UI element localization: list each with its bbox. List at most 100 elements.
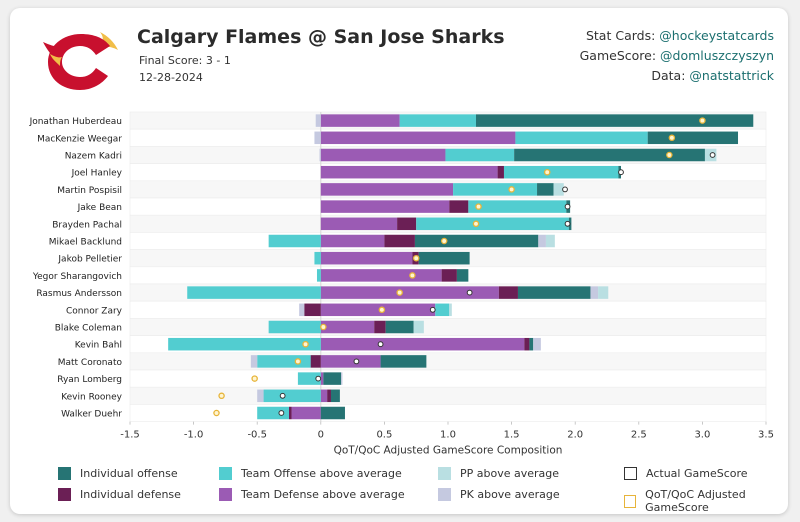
actual-gamescore-marker <box>564 203 571 210</box>
legend-swatch <box>438 467 451 480</box>
player-name-label: Kevin Rooney <box>61 392 122 402</box>
flame-c-mark <box>43 32 118 90</box>
bar-segment-individual-offense <box>537 183 554 196</box>
actual-gamescore-marker <box>564 220 571 227</box>
player-name-label: Connor Zary <box>66 306 123 316</box>
bar-segment-pk <box>533 337 541 351</box>
bar-segment-individual-defense <box>441 269 457 282</box>
chart-title: Calgary Flames @ San Jose Sharks <box>137 26 505 48</box>
legend-item-pp: PP above average <box>438 467 559 480</box>
legend-item-adjusted: QoT/QoC Adjusted GameScore <box>624 488 800 514</box>
bar-segment-individual-offense <box>323 372 342 385</box>
legend-swatch <box>58 488 71 501</box>
bar-segment-pk <box>590 286 599 299</box>
row-band <box>129 318 767 336</box>
legend-item-team-offense: Team Offense above average <box>219 467 402 480</box>
legend-swatch <box>219 488 232 501</box>
player-name-label: Jakob Pelletier <box>57 255 122 265</box>
player-name-label: Matt Coronato <box>58 358 123 368</box>
legend-label: QoT/QoC Adjusted GameScore <box>645 488 746 514</box>
player-name-label: Blake Coleman <box>55 324 122 334</box>
bar-segment-individual-defense <box>310 355 321 368</box>
player-name-label: Jonathan Huberdeau <box>29 117 122 127</box>
bar-segment-individual-offense <box>475 114 754 127</box>
calgary-flames-logo <box>43 32 118 90</box>
adjusted-gamescore-marker <box>543 168 551 176</box>
adjusted-gamescore-marker <box>699 117 706 124</box>
bar-segment-pk <box>341 372 343 385</box>
bar-segment-individual-offense <box>380 355 427 368</box>
legend-item-team-defense: Team Defense above average <box>219 488 405 501</box>
bar-segment-individual-offense <box>414 234 539 248</box>
bar-segment-team-offense <box>515 131 648 145</box>
adjusted-gamescore-marker <box>508 186 515 193</box>
x-tick-label: 1.5 <box>504 430 520 441</box>
legend-item-individual-defense: Individual defense <box>58 488 181 501</box>
adjusted-gamescore-marker <box>213 409 220 417</box>
row-band <box>129 404 767 422</box>
credit-data: Data: @natstattrick <box>651 68 774 83</box>
player-name-label: Nazem Kadri <box>65 152 122 162</box>
player-name-label: Martin Pospisil <box>57 186 122 196</box>
bar-segment-individual-offense <box>456 269 469 282</box>
adjusted-gamescore-marker <box>378 306 386 314</box>
bar-segment-team-offense <box>168 337 321 351</box>
bar-segment-pk <box>250 355 258 368</box>
legend-swatch <box>219 467 232 480</box>
final-score: Final Score: 3 - 1 <box>139 54 231 67</box>
bar-segment-pk <box>314 131 321 145</box>
actual-gamescore-marker <box>562 186 568 193</box>
player-name-label: Kevin Bahl <box>75 341 122 351</box>
bar-segment-pp <box>598 286 609 299</box>
bar-segment-individual-defense <box>498 286 518 299</box>
bar-segment-team-defense <box>320 320 375 334</box>
legend-swatch <box>624 494 637 508</box>
credit-handle[interactable]: @natstattrick <box>689 68 774 83</box>
bar-segment-team-defense <box>320 114 400 127</box>
legend-item-actual: Actual GameScore <box>624 467 748 480</box>
x-tick-label: 0 <box>318 430 324 441</box>
adjusted-gamescore-marker <box>668 134 676 142</box>
bar-segment-pk <box>299 303 305 317</box>
adjusted-gamescore-marker <box>302 340 309 348</box>
bar-segment-team-offense <box>263 389 321 403</box>
bar-segment-individual-offense <box>517 286 591 299</box>
bar-segment-team-offense <box>314 251 321 265</box>
actual-gamescore-marker <box>377 341 384 348</box>
adjusted-gamescore-marker <box>396 289 403 296</box>
bar-segment-team-defense <box>320 234 385 248</box>
bar-segment-pk <box>319 148 321 162</box>
bar-segment-individual-defense <box>289 406 292 420</box>
legend-label: Individual defense <box>80 488 181 501</box>
legend-item-individual-offense: Individual offense <box>58 467 178 480</box>
bar-segment-team-defense <box>320 200 450 213</box>
bar-segment-team-defense <box>320 217 398 231</box>
player-name-label: Joel Hanley <box>71 169 123 179</box>
credit-handle[interactable]: @domluszczyszyn <box>660 48 774 63</box>
bar-segment-team-defense <box>291 406 321 420</box>
bar-segment-individual-defense <box>497 165 504 179</box>
credit-handle[interactable]: @hockeystatcards <box>659 28 774 43</box>
bar-segment-team-offense <box>257 355 311 368</box>
adjusted-gamescore-marker <box>218 392 225 400</box>
bar-segment-team-defense <box>320 131 516 145</box>
adjusted-gamescore-marker <box>294 358 302 365</box>
player-name-label: Brayden Pachal <box>52 220 122 230</box>
bar-segment-pk <box>538 234 546 248</box>
bar-segment-team-offense <box>297 372 321 385</box>
x-tick-label: 0.5 <box>376 430 392 441</box>
legend-swatch <box>438 488 451 501</box>
bar-segment-team-defense <box>320 269 442 282</box>
bar-segment-team-offense <box>257 406 289 420</box>
bar-segment-individual-defense <box>449 200 469 213</box>
bar-segment-team-defense <box>320 251 413 265</box>
x-tick-label: 3.5 <box>758 430 774 441</box>
bar-segment-pp <box>553 183 564 196</box>
x-tick-label: 3.0 <box>694 430 710 441</box>
bar-segment-team-defense <box>320 337 525 351</box>
actual-gamescore-marker <box>315 375 322 382</box>
legend-item-pk: PK above average <box>438 488 560 501</box>
legend-label: Actual GameScore <box>646 467 748 480</box>
adjusted-gamescore-marker <box>475 203 482 210</box>
row-band <box>129 386 767 405</box>
